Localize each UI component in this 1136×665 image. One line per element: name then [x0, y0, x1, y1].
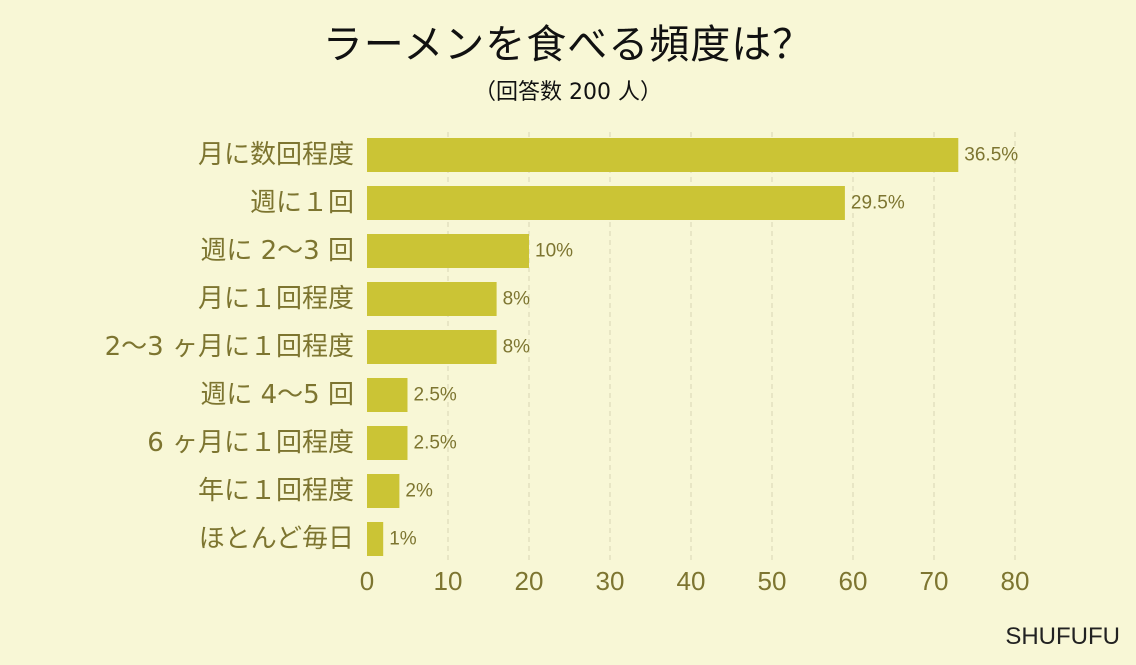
value-label: 8% [503, 337, 531, 358]
value-label: 29.5% [851, 193, 905, 214]
bar [367, 426, 408, 460]
value-label: 2.5% [414, 385, 457, 406]
x-tick-label: 80 [1001, 566, 1030, 596]
value-label: 36.5% [964, 145, 1018, 166]
category-label: 2〜3 ヶ月に１回程度 [105, 332, 354, 362]
bar [367, 378, 408, 412]
value-label: 1% [389, 529, 417, 550]
chart-subtitle: （回答数 200 人） [474, 80, 662, 105]
x-tick-label: 70 [920, 566, 949, 596]
category-label: 年に１回程度 [198, 476, 354, 506]
x-tick-label: 50 [758, 566, 787, 596]
chart-title: ラーメンを食べる頻度は？ [322, 22, 814, 68]
x-tick-label: 40 [677, 566, 706, 596]
bar [367, 138, 959, 172]
category-label: 月に１回程度 [198, 284, 354, 314]
bar [367, 330, 497, 364]
x-tick-label: 0 [360, 566, 374, 596]
category-label: ほとんど毎日 [199, 524, 354, 554]
value-label: 8% [503, 289, 531, 310]
bar [367, 186, 845, 220]
bar [367, 282, 497, 316]
category-label: 6 ヶ月に１回程度 [147, 428, 354, 458]
category-label: 週に 2〜3 回 [200, 236, 354, 266]
value-label: 10% [535, 241, 573, 262]
x-tick-label: 30 [596, 566, 625, 596]
category-label: 週に１回 [250, 188, 354, 218]
x-tick-label: 60 [839, 566, 868, 596]
x-tick-label: 10 [434, 566, 463, 596]
brand-logo-text: SHUFUFU [1005, 623, 1120, 650]
category-label: 週に 4〜5 回 [200, 380, 354, 410]
x-tick-label: 20 [515, 566, 544, 596]
value-label: 2.5% [414, 433, 457, 454]
bar [367, 522, 384, 556]
category-label: 月に数回程度 [198, 140, 354, 170]
bar [367, 234, 529, 268]
bar [367, 474, 400, 508]
value-label: 2% [405, 481, 433, 502]
